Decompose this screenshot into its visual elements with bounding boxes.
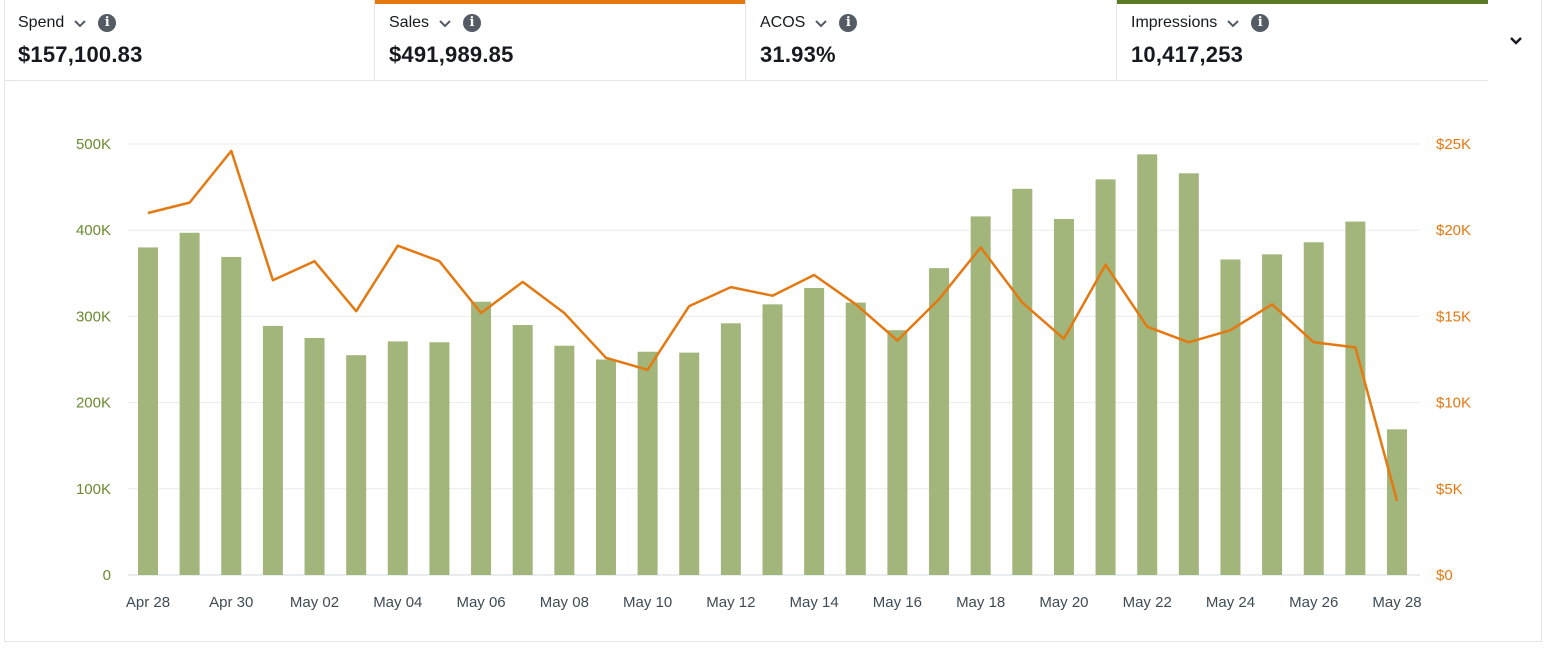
x-tick-label: May 18 bbox=[956, 594, 1005, 611]
info-icon[interactable]: i bbox=[839, 14, 858, 32]
x-tick-label: May 12 bbox=[706, 594, 755, 611]
sales-line bbox=[147, 149, 1399, 502]
bar bbox=[679, 352, 700, 575]
metric-label: Spend bbox=[18, 14, 65, 31]
bar bbox=[929, 268, 950, 575]
info-icon[interactable]: i bbox=[98, 14, 117, 32]
bar bbox=[1137, 154, 1158, 575]
bar bbox=[346, 355, 367, 575]
bar bbox=[387, 341, 408, 575]
y-right-tick-label: $20K bbox=[1436, 222, 1471, 239]
bar bbox=[1262, 254, 1283, 575]
y-right-tick-label: $0 bbox=[1436, 567, 1453, 584]
info-icon[interactable]: i bbox=[463, 14, 482, 32]
bar bbox=[471, 301, 492, 575]
x-tick-label: May 06 bbox=[456, 594, 505, 611]
metric-value: $157,100.83 bbox=[18, 42, 143, 67]
metric-label: ACOS bbox=[760, 14, 806, 31]
metric-accent-bar bbox=[1117, 0, 1488, 4]
y-left-tick-label: 100K bbox=[76, 481, 111, 498]
bar bbox=[1345, 221, 1366, 575]
x-tick-label: May 02 bbox=[290, 594, 339, 611]
metric-spend[interactable]: Spend i $157,100.83 bbox=[4, 0, 375, 80]
bar bbox=[179, 232, 200, 575]
x-tick-label: May 22 bbox=[1123, 594, 1172, 611]
bar bbox=[720, 323, 741, 575]
x-tick-label: Apr 30 bbox=[209, 594, 253, 611]
bar bbox=[804, 287, 825, 575]
metric-sales[interactable]: Sales i $491,989.85 bbox=[375, 0, 746, 80]
y-left-tick-label: 400K bbox=[76, 222, 111, 239]
bar bbox=[595, 359, 616, 575]
metric-value: $491,989.85 bbox=[389, 42, 514, 67]
bar bbox=[762, 304, 783, 575]
info-icon[interactable]: i bbox=[1251, 14, 1270, 32]
bar bbox=[1387, 429, 1407, 575]
y-left-tick-label: 0 bbox=[103, 567, 111, 584]
x-tick-label: May 20 bbox=[1039, 594, 1088, 611]
y-right-tick-label: $15K bbox=[1436, 308, 1471, 325]
y-left-tick-label: 300K bbox=[76, 308, 111, 325]
x-tick-label: May 04 bbox=[373, 594, 422, 611]
chevron-down-icon[interactable] bbox=[437, 15, 453, 31]
bar bbox=[304, 337, 325, 575]
x-tick-label: May 26 bbox=[1289, 594, 1338, 611]
y-right-tick-label: $25K bbox=[1436, 136, 1471, 153]
x-tick-label: May 08 bbox=[540, 594, 589, 611]
metric-value: 10,417,253 bbox=[1131, 42, 1244, 67]
bar bbox=[262, 325, 283, 575]
bar bbox=[221, 256, 242, 575]
x-tick-label: May 16 bbox=[873, 594, 922, 611]
bar bbox=[887, 330, 908, 575]
bar bbox=[138, 247, 158, 575]
chevron-down-icon[interactable] bbox=[72, 15, 88, 31]
bar bbox=[637, 351, 658, 575]
metric-impressions[interactable]: Impressions i 10,417,253 bbox=[1117, 0, 1488, 80]
chevron-down-icon[interactable] bbox=[813, 15, 829, 31]
bar bbox=[554, 345, 575, 575]
bar bbox=[512, 325, 533, 575]
bar bbox=[1178, 173, 1199, 576]
x-tick-label: Apr 28 bbox=[126, 594, 170, 611]
y-right-tick-label: $5K bbox=[1436, 481, 1463, 498]
bar bbox=[845, 302, 866, 575]
y-right-tick-label: $10K bbox=[1436, 395, 1471, 412]
metrics-bar: Spend i $157,100.83 Sales i $491,989.85 … bbox=[4, 0, 1488, 81]
metric-label: Impressions bbox=[1131, 14, 1218, 31]
metric-label: Sales bbox=[389, 14, 430, 31]
bar bbox=[429, 342, 450, 575]
metric-accent-bar bbox=[375, 0, 745, 4]
metric-acos[interactable]: ACOS i 31.93% bbox=[746, 0, 1117, 80]
bar bbox=[1095, 179, 1116, 576]
metric-value: 31.93% bbox=[760, 42, 836, 67]
y-left-tick-label: 500K bbox=[76, 136, 111, 153]
bar bbox=[1012, 188, 1033, 575]
bar bbox=[1220, 259, 1241, 575]
bar bbox=[1303, 242, 1324, 575]
x-tick-label: May 14 bbox=[790, 594, 839, 611]
chevron-down-icon[interactable] bbox=[1504, 28, 1528, 52]
bar bbox=[970, 216, 991, 575]
bar bbox=[1053, 218, 1074, 575]
x-tick-label: May 28 bbox=[1372, 594, 1421, 611]
x-tick-label: May 24 bbox=[1206, 594, 1255, 611]
x-tick-label: May 10 bbox=[623, 594, 672, 611]
chevron-down-icon[interactable] bbox=[1225, 15, 1241, 31]
y-left-tick-label: 200K bbox=[76, 395, 111, 412]
